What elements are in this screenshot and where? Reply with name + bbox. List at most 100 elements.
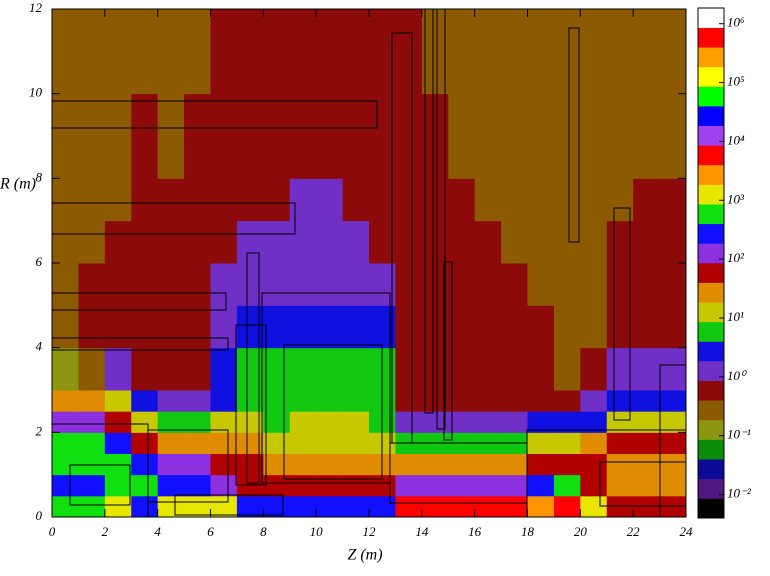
heat-cell [78,390,106,412]
heat-cell [342,93,370,179]
heat-cell [501,263,528,306]
heat-cell [474,9,502,95]
heat-cell [421,453,449,476]
colorbar-tick-label: 10² [727,250,745,265]
colorbar-band [698,8,724,28]
x-axis-label: Z (m) [347,547,382,564]
colorbar-band [698,400,724,421]
heat-cell [633,453,661,476]
colorbar-band [698,145,724,166]
heat-cell [131,453,159,476]
heat-cell [316,263,344,306]
heat-cell [633,178,661,222]
heat-cell [474,263,502,306]
heat-cell [342,263,370,306]
heat-cell [659,9,687,95]
heat-cell [210,93,238,179]
heat-cell [316,178,344,222]
heat-cell [448,220,476,264]
y-tick-label: 12 [29,0,43,15]
heat-cell [553,495,581,518]
heat-cell [527,411,555,433]
heat-cell [342,453,370,476]
heat-cell [157,495,185,518]
heat-cell [263,220,291,264]
heat-cell [289,453,317,476]
heat-cell [501,178,528,222]
heat-cell [448,411,476,433]
x-tick-label: 2 [102,524,109,539]
heat-cell [580,453,608,476]
y-tick-label: 4 [36,339,43,354]
heat-cell [369,263,396,306]
heat-cell [606,178,634,222]
heat-cell [184,390,211,412]
heat-cell [184,263,211,306]
heat-cell [342,390,370,412]
heat-cell [448,178,476,222]
heat-cell [131,411,159,433]
heat-cell [289,411,317,433]
outline [69,464,131,506]
heat-cell [580,263,608,306]
heat-cell [606,432,634,454]
heat-cell [316,411,344,433]
heat-cell [342,347,370,391]
heat-cell [236,453,264,476]
heat-cell [395,495,423,518]
heat-cell [316,390,344,412]
heat-cell [210,411,238,433]
heat-cell [474,411,502,433]
heat-cell [527,93,555,179]
heat-cell [157,347,185,391]
heat-cell [210,220,238,264]
heat-cell [553,9,581,95]
heat-cell [289,263,317,306]
heat-cell [104,390,132,412]
outline [174,494,284,516]
heat-cell [395,9,423,95]
heat-cell [553,474,581,497]
x-tick-label: 8 [260,524,267,539]
heat-cell [184,432,211,454]
heat-cell [236,411,264,433]
heat-cell [131,390,159,412]
heat-cell [236,93,264,179]
colorbar-tick-label: 10⁴ [727,132,745,147]
heat-cell [421,390,449,412]
heat-cell [263,453,291,476]
heat-cell [342,474,370,497]
outline [443,261,453,441]
outline [147,429,229,503]
heat-cell [395,411,423,433]
heat-cell [659,263,687,306]
heat-cell [210,474,238,497]
heat-cell [131,178,159,222]
heat-cell [633,305,661,349]
heat-cell [236,178,264,222]
heat-cell [157,178,185,222]
heat-cell [104,411,132,433]
heat-cell [263,263,291,306]
colorbar-band [698,439,724,460]
heat-cell [78,263,106,306]
heat-cell [474,305,502,349]
heat-cell [633,347,661,391]
heat-cell [263,305,291,349]
colorbar-band [698,164,724,185]
heat-cell [395,390,423,412]
heat-cell [421,474,449,497]
heat-cell [289,305,317,349]
heat-cell [395,220,423,264]
heat-cell [369,305,396,349]
heat-cell [448,93,476,179]
heat-cell [553,263,581,306]
heat-cell [580,347,608,391]
heat-cell [606,9,634,95]
x-tick-label: 20 [574,524,588,539]
heat-cell [52,453,79,476]
heat-cell [316,474,344,497]
heat-cell [553,93,581,179]
heat-cell [448,390,476,412]
heat-cell [501,347,528,391]
